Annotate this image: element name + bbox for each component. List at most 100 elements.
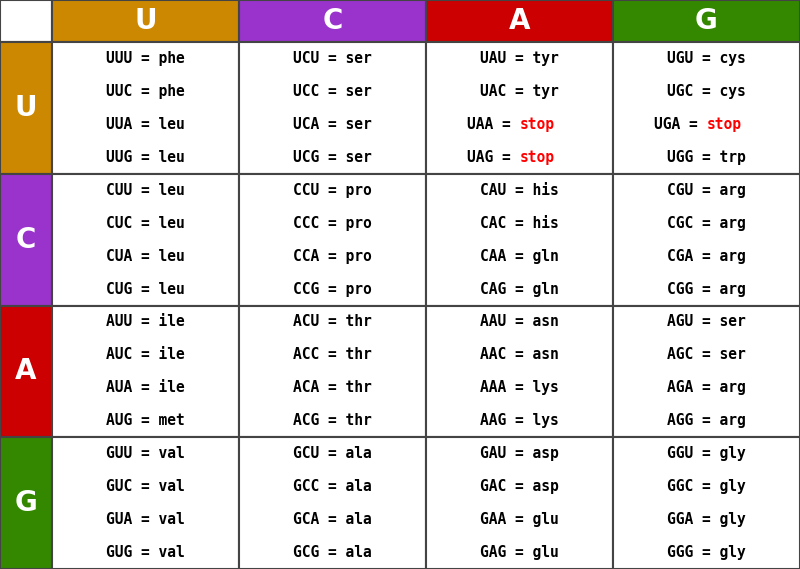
Text: GAA = glu: GAA = glu [480, 512, 559, 527]
Text: AUU = ile: AUU = ile [106, 315, 185, 329]
Text: AUC = ile: AUC = ile [106, 348, 185, 362]
Text: UUA = leu: UUA = leu [106, 117, 185, 132]
Text: CGG = arg: CGG = arg [667, 282, 746, 296]
Text: UAC = tyr: UAC = tyr [480, 84, 559, 99]
Bar [0, 437, 52, 569]
Text: GAG = glu: GAG = glu [480, 545, 559, 560]
Text: UUU = phe: UUU = phe [106, 51, 185, 66]
Bar [52, 42, 239, 174]
Bar [613, 0, 800, 42]
Text: AUA = ile: AUA = ile [106, 380, 185, 395]
Text: GGG = gly: GGG = gly [667, 545, 746, 560]
Text: AAA = lys: AAA = lys [480, 380, 559, 395]
Text: GCG = ala: GCG = ala [293, 545, 372, 560]
Bar [52, 306, 239, 437]
Text: ACA = thr: ACA = thr [293, 380, 372, 395]
Text: CCG = pro: CCG = pro [293, 282, 372, 296]
Text: CCA = pro: CCA = pro [293, 249, 372, 263]
Text: CAC = his: CAC = his [480, 216, 559, 230]
Text: stop: stop [519, 150, 554, 165]
Text: C: C [16, 226, 36, 254]
Text: UAA =: UAA = [467, 117, 519, 132]
Text: C: C [322, 7, 342, 35]
Bar [52, 437, 239, 569]
Bar [239, 174, 426, 306]
Text: stop: stop [519, 117, 554, 132]
Bar [426, 42, 613, 174]
Text: GAU = asp: GAU = asp [480, 446, 559, 461]
Bar [426, 0, 613, 42]
Bar [613, 437, 800, 569]
Text: AAC = asn: AAC = asn [480, 348, 559, 362]
Text: UUC = phe: UUC = phe [106, 84, 185, 99]
Text: CAU = his: CAU = his [480, 183, 559, 197]
Bar [52, 174, 239, 306]
Text: UCC = ser: UCC = ser [293, 84, 372, 99]
Text: AGC = ser: AGC = ser [667, 348, 746, 362]
Text: G: G [14, 489, 38, 517]
Text: GUC = val: GUC = val [106, 479, 185, 494]
Bar [613, 42, 800, 174]
Text: CCU = pro: CCU = pro [293, 183, 372, 197]
Text: GGC = gly: GGC = gly [667, 479, 746, 494]
Bar [0, 174, 52, 306]
Bar [613, 306, 800, 437]
Text: GGA = gly: GGA = gly [667, 512, 746, 527]
Text: CUU = leu: CUU = leu [106, 183, 185, 197]
Bar [0, 42, 52, 174]
Text: A: A [509, 7, 530, 35]
Text: UUG = leu: UUG = leu [106, 150, 185, 165]
Text: CCC = pro: CCC = pro [293, 216, 372, 230]
Text: CGU = arg: CGU = arg [667, 183, 746, 197]
Text: UGA =: UGA = [654, 117, 706, 132]
Text: AGA = arg: AGA = arg [667, 380, 746, 395]
Text: CAA = gln: CAA = gln [480, 249, 559, 263]
Text: GCU = ala: GCU = ala [293, 446, 372, 461]
Text: CUG = leu: CUG = leu [106, 282, 185, 296]
Bar [239, 0, 426, 42]
Bar [613, 174, 800, 306]
Text: UCU = ser: UCU = ser [293, 51, 372, 66]
Text: AGG = arg: AGG = arg [667, 413, 746, 428]
Text: UCG = ser: UCG = ser [293, 150, 372, 165]
Text: AAU = asn: AAU = asn [480, 315, 559, 329]
Text: CAG = gln: CAG = gln [480, 282, 559, 296]
Text: U: U [134, 7, 157, 35]
Text: CUC = leu: CUC = leu [106, 216, 185, 230]
Text: CGC = arg: CGC = arg [667, 216, 746, 230]
Text: GGU = gly: GGU = gly [667, 446, 746, 461]
Text: GUG = val: GUG = val [106, 545, 185, 560]
Bar [239, 437, 426, 569]
Text: U: U [14, 94, 38, 122]
Text: AGU = ser: AGU = ser [667, 315, 746, 329]
Text: A: A [15, 357, 37, 385]
Bar [426, 437, 613, 569]
Text: AAG = lys: AAG = lys [480, 413, 559, 428]
Bar [52, 0, 239, 42]
Text: GCC = ala: GCC = ala [293, 479, 372, 494]
Text: AUG = met: AUG = met [106, 413, 185, 428]
Text: ACU = thr: ACU = thr [293, 315, 372, 329]
Bar [426, 174, 613, 306]
Text: GUA = val: GUA = val [106, 512, 185, 527]
Bar [0, 0, 52, 42]
Text: UAG =: UAG = [467, 150, 519, 165]
Text: UCA = ser: UCA = ser [293, 117, 372, 132]
Text: CUA = leu: CUA = leu [106, 249, 185, 263]
Text: stop: stop [706, 117, 742, 132]
Text: UGU = cys: UGU = cys [667, 51, 746, 66]
Text: UGG = trp: UGG = trp [667, 150, 746, 165]
Text: CGA = arg: CGA = arg [667, 249, 746, 263]
Text: UGC = cys: UGC = cys [667, 84, 746, 99]
Bar [0, 306, 52, 437]
Text: ACG = thr: ACG = thr [293, 413, 372, 428]
Bar [239, 42, 426, 174]
Text: UAU = tyr: UAU = tyr [480, 51, 559, 66]
Text: GAC = asp: GAC = asp [480, 479, 559, 494]
Text: GUU = val: GUU = val [106, 446, 185, 461]
Text: ACC = thr: ACC = thr [293, 348, 372, 362]
Bar [426, 306, 613, 437]
Bar [239, 306, 426, 437]
Text: GCA = ala: GCA = ala [293, 512, 372, 527]
Text: G: G [695, 7, 718, 35]
